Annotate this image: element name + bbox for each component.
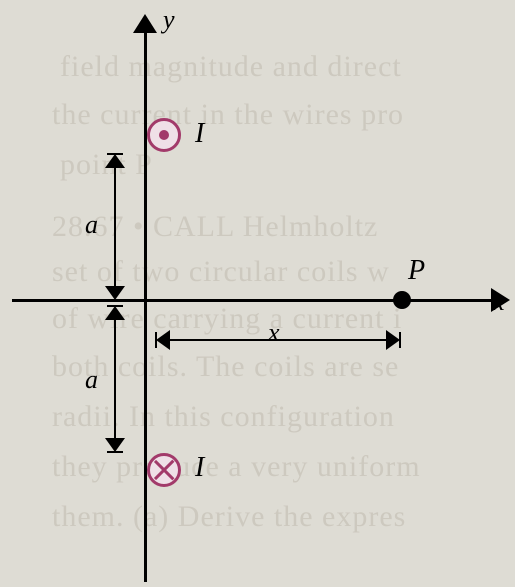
diagram-canvas: field magnitude and direct the current in…	[0, 0, 515, 587]
ghost-text-line-1: field magnitude and direct	[60, 50, 402, 84]
current-out-symbol	[147, 118, 181, 152]
dim-x-label: x	[268, 318, 280, 348]
current-in-symbol	[147, 453, 181, 487]
dim-a-upper-label: a	[85, 210, 98, 240]
point-p-label: P	[408, 255, 425, 287]
current-in-label: I	[195, 452, 204, 484]
dim-a-lower-label: a	[85, 365, 98, 395]
ghost-text-line-9: they produce a very uniform	[52, 450, 421, 484]
ghost-text-line-7: both coils. The coils are se	[52, 350, 399, 384]
x-axis-label: x	[493, 287, 505, 317]
ghost-text-line-8: radii. In this configuration	[52, 400, 395, 434]
y-axis-label: y	[163, 5, 175, 35]
point-p	[393, 291, 411, 309]
ghost-text-line-10: them. (a) Derive the expres	[52, 500, 406, 534]
ghost-text-line-5: set of two circular coils w	[52, 255, 390, 289]
ghost-text-line-4: 28.67 • CALL Helmholtz	[52, 210, 378, 244]
current-out-label: I	[195, 118, 204, 150]
ghost-text-line-2: the current in the wires pro	[52, 98, 404, 132]
